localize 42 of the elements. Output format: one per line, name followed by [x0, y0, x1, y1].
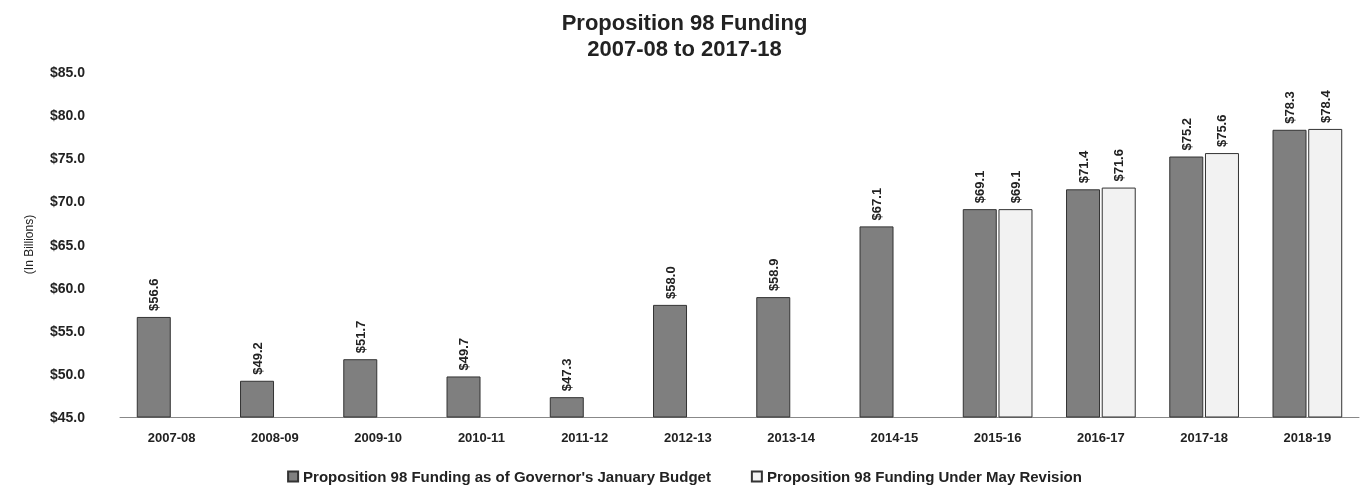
x-tick-label: 2012-13 — [664, 430, 712, 445]
y-tick-label: $45.0 — [50, 409, 86, 425]
data-label: $67.1 — [869, 187, 885, 221]
x-tick-label: 2017-18 — [1180, 430, 1228, 445]
data-label: $78.3 — [1282, 91, 1298, 124]
chart-subtitle: 2007-08 to 2017-18 — [587, 35, 782, 61]
y-tick-label: $70.0 — [50, 193, 86, 210]
y-tick-label: $65.0 — [50, 236, 86, 253]
x-tick-label: 2016-17 — [1077, 430, 1125, 445]
x-tick-label: 2015-16 — [973, 430, 1022, 445]
legend-label: Proposition 98 Funding as of Governor's January Budget — [303, 468, 711, 485]
legend-label: Proposition 98 Funding Under May Revision — [766, 468, 1082, 485]
y-tick-label: $60.0 — [50, 279, 86, 296]
y-tick-label: $50.0 — [50, 365, 86, 382]
data-label: $71.6 — [1111, 149, 1127, 182]
x-tick-label: 2010-11 — [457, 430, 505, 445]
data-label: $58.9 — [765, 258, 781, 292]
data-label: $78.4 — [1317, 89, 1333, 123]
data-label: $49.7 — [456, 337, 472, 371]
x-tick-label: 2014-15 — [870, 430, 919, 445]
data-label: $56.6 — [146, 278, 162, 311]
data-label: $58.0 — [662, 266, 678, 299]
x-tick-label: 2009-10 — [354, 430, 402, 445]
data-label: $51.7 — [352, 320, 368, 354]
x-tick-label: 2018-19 — [1283, 430, 1332, 445]
data-label: $69.1 — [1007, 170, 1023, 204]
data-label: $75.6 — [1214, 114, 1230, 148]
data-label: $71.4 — [1075, 150, 1091, 184]
data-label: $47.3 — [559, 358, 575, 392]
data-label: $69.1 — [972, 170, 988, 204]
y-tick-label: $80.0 — [50, 107, 86, 124]
y-tick-label: $85.0 — [50, 64, 86, 80]
chart-title: Proposition 98 Funding — [561, 9, 808, 35]
x-tick-label: 2007-08 — [147, 430, 196, 445]
y-tick-label: $55.0 — [50, 322, 86, 339]
data-label: $49.2 — [249, 342, 265, 375]
data-label: $75.2 — [1178, 117, 1194, 151]
y-tick-label: $75.0 — [50, 150, 86, 167]
y-axis-title: (In Billions) — [22, 214, 36, 275]
x-tick-label: 2013-14 — [767, 430, 816, 445]
x-tick-label: 2008-09 — [251, 430, 299, 445]
x-tick-label: 2011-12 — [561, 430, 609, 445]
